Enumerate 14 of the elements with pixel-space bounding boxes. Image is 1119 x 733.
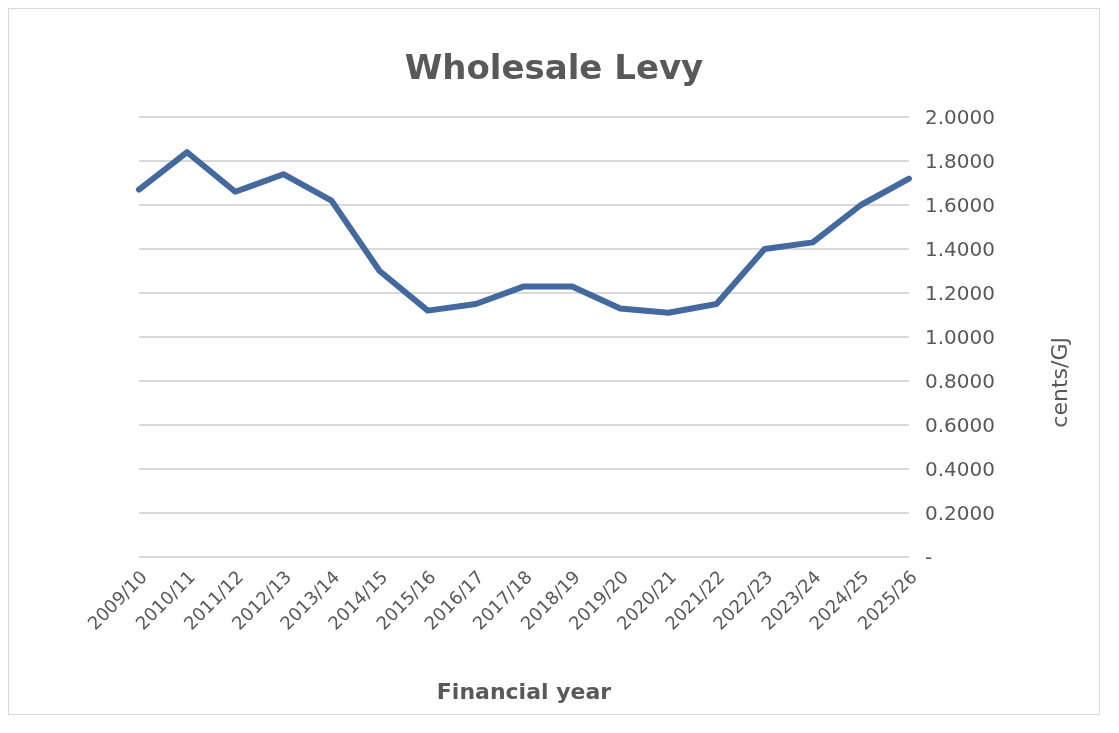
y-tick-label: 0.8000: [925, 369, 995, 394]
chart-title: Wholesale Levy: [403, 47, 705, 89]
y-tick-label: 0.6000: [925, 413, 995, 438]
y-axis-title: cents/GJ: [1046, 337, 1072, 428]
y-tick-label: 1.6000: [925, 193, 995, 218]
y-tick-label: 1.2000: [925, 281, 995, 306]
y-tick-label: 1.0000: [925, 325, 995, 350]
y-tick-label: -: [925, 545, 933, 570]
y-tick-label: 0.2000: [925, 501, 995, 526]
y-tick-label: 1.4000: [925, 237, 995, 262]
y-tick-label: 0.4000: [925, 457, 995, 482]
y-tick-label: 2.0000: [925, 105, 995, 130]
x-axis-title: Financial year: [436, 679, 612, 704]
y-tick-label: 1.8000: [925, 149, 995, 174]
